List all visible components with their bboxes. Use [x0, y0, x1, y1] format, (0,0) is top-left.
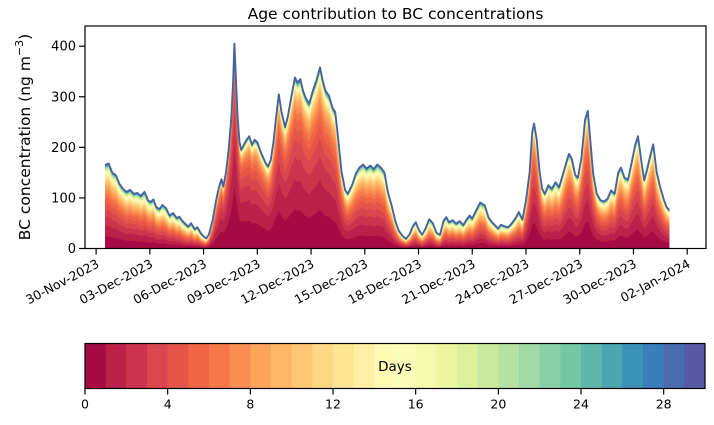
colorbar-cell-age-1 — [105, 343, 128, 389]
colorbar-cell-age-23 — [560, 343, 582, 389]
y-axis-label-main: BC concentration (ng m — [16, 56, 34, 240]
colorbar-cell-age-10 — [291, 343, 314, 389]
colorbar-cell-age-16 — [415, 343, 438, 389]
y-axis-label-superscript: −3 — [13, 40, 26, 56]
chart-title: Age contribution to BC concentrations — [248, 5, 544, 23]
colorbar-cell-age-21 — [519, 343, 541, 389]
y-tick-label: 0 — [68, 242, 76, 257]
colorbar-cell-age-15 — [395, 343, 417, 389]
colorbar-cell-age-3 — [147, 343, 169, 389]
y-axis-ticks: 0 100 200 300 400 — [51, 40, 85, 257]
colorbar-tick-label: 28 — [656, 397, 672, 412]
y-tick-label: 300 — [51, 90, 76, 105]
colorbar-cell-age-24 — [581, 343, 603, 389]
y-axis-label-close: ) — [16, 34, 34, 40]
colorbar-cells — [85, 343, 705, 389]
colorbar-cell-age-22 — [539, 343, 562, 389]
colorbar-cell-age-19 — [477, 343, 500, 389]
colorbar-cell-age-11 — [312, 343, 334, 389]
stacked-area-layers — [105, 43, 670, 249]
y-tick-label: 200 — [51, 141, 76, 156]
colorbar-ticks: 0 4 8 12 16 20 24 28 — [81, 388, 672, 412]
colorbar-tick-label: 24 — [573, 397, 589, 412]
x-axis-ticks: 30-Nov-202303-Dec-202306-Dec-202309-Dec-… — [23, 248, 693, 307]
colorbar-tick-label: 20 — [490, 397, 506, 412]
colorbar-cell-age-26 — [622, 343, 644, 389]
y-tick-label: 400 — [51, 40, 76, 55]
colorbar-tick-label: 4 — [164, 397, 172, 412]
area-layer-age-0 — [105, 185, 670, 249]
colorbar-cell-age-2 — [126, 343, 148, 389]
colorbar-cell-age-17 — [436, 343, 458, 389]
y-axis-label: BC concentration (ng m−3) — [13, 34, 34, 240]
colorbar-cell-age-13 — [353, 343, 376, 389]
colorbar-label: Days — [378, 359, 412, 375]
total-concentration-line — [104, 42, 670, 240]
colorbar-cell-age-25 — [601, 343, 624, 389]
colorbar-frame — [84, 342, 706, 390]
colorbar-cell-age-14 — [374, 343, 396, 389]
colorbar-cell-age-7 — [229, 343, 252, 389]
colorbar-cell-age-4 — [167, 343, 190, 389]
colorbar-cell-age-12 — [333, 343, 355, 389]
colorbar-cell-age-0 — [85, 343, 107, 389]
colorbar-cell-age-18 — [457, 343, 479, 389]
colorbar-cell-age-8 — [250, 343, 272, 389]
colorbar-tick-label: 12 — [325, 397, 341, 412]
colorbar-cell-age-9 — [271, 343, 293, 389]
colorbar-cell-age-28 — [663, 343, 686, 389]
colorbar-tick-label: 0 — [81, 397, 89, 412]
colorbar-tick-label: 8 — [246, 397, 254, 412]
colorbar-cell-age-27 — [643, 343, 665, 389]
colorbar-cell-age-20 — [498, 343, 520, 389]
axes-frame — [84, 25, 707, 250]
colorbar-cell-age-29 — [684, 343, 705, 389]
colorbar: 0 4 8 12 16 20 24 28 Days — [81, 342, 706, 412]
colorbar-cell-age-5 — [188, 343, 210, 389]
colorbar-cell-age-6 — [209, 343, 231, 389]
y-tick-label: 100 — [51, 191, 76, 206]
colorbar-tick-label: 16 — [408, 397, 424, 412]
